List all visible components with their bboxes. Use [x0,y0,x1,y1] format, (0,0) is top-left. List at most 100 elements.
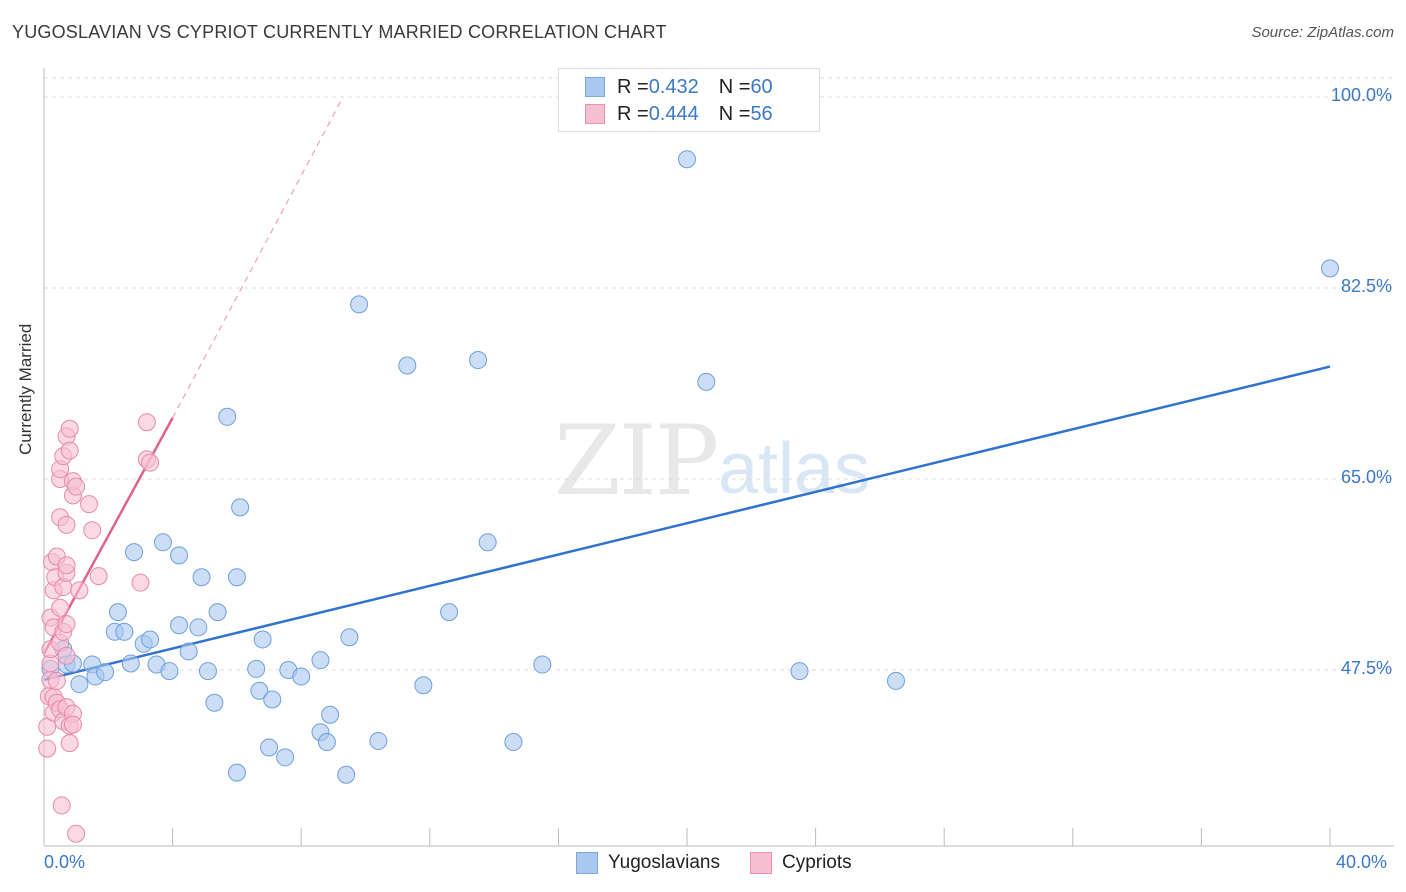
point-yugoslavians [886,671,905,690]
point-cypriots [131,573,150,592]
y-tick-label: 82.5% [1340,276,1392,296]
point-cypriots [60,441,79,460]
trend-lines [42,96,1331,682]
legend-label-cypriots: Cypriots [781,852,852,873]
y-tick-label: 47.5% [1340,658,1392,678]
point-cypriots [57,646,76,665]
point-yugoslavians [192,568,211,587]
legend-swatch-yugoslavians [576,852,598,874]
x-tick-label-min: 0.0% [44,852,86,872]
point-cypriots [67,477,86,496]
point-cypriots [63,715,82,734]
point-cypriots [70,581,89,600]
point-yugoslavians [153,533,172,552]
point-yugoslavians [141,630,160,649]
point-cypriots [57,556,76,575]
legend-swatch-cypriots [749,852,772,874]
point-yugoslavians [414,676,433,695]
point-yugoslavians [317,733,336,752]
point-cypriots [51,598,70,617]
y-axis-label: Currently Married [16,323,35,455]
y-tick-label: 100.0% [1330,85,1392,105]
legend-n-label: N = [718,102,751,125]
point-yugoslavians [170,546,189,565]
point-cypriots [38,739,57,758]
point-yugoslavians [198,662,217,681]
point-yugoslavians [247,659,266,678]
point-yugoslavians [170,616,189,635]
watermark-atlas: atlas [718,429,871,509]
y-tick-label: 65.0% [1340,467,1392,487]
legend-r-value: 0.444 [648,102,699,125]
point-yugoslavians [478,533,497,552]
point-yugoslavians [121,654,140,673]
point-yugoslavians [218,407,237,426]
chart-title: YUGOSLAVIAN VS CYPRIOT CURRENTLY MARRIED… [12,22,667,42]
point-yugoslavians [292,667,311,686]
point-yugoslavians [208,603,227,622]
point-yugoslavians [205,693,224,712]
legend-swatch-yugoslavians [585,77,605,97]
legend-r-label: R = [617,75,649,98]
point-yugoslavians [108,603,127,622]
point-cypriots [141,453,160,472]
legend-swatch-cypriots [585,104,605,124]
point-yugoslavians [227,568,246,587]
legend-row-yugoslavians: R = 0.432 N = 60 [585,75,773,99]
point-yugoslavians [398,356,417,375]
point-yugoslavians [469,351,488,370]
legend-row-cypriots: R = 0.444 N = 56 [585,102,773,126]
point-yugoslavians [253,630,272,649]
watermark-zip: ZIP [554,405,719,517]
point-yugoslavians [250,681,269,700]
point-yugoslavians [350,295,369,314]
point-yugoslavians [189,618,208,637]
point-cypriots [47,671,66,690]
point-cypriots [60,734,79,753]
data-points [38,150,1339,843]
point-cypriots [52,796,71,815]
source-label: Source: ZipAtlas.com [1251,24,1394,41]
point-cypriots [60,419,79,438]
point-cypriots [67,824,86,843]
point-yugoslavians [160,662,179,681]
point-yugoslavians [96,663,115,682]
point-yugoslavians [125,543,144,562]
point-cypriots [80,495,99,514]
point-yugoslavians [321,705,340,724]
point-yugoslavians [337,765,356,784]
x-tick-label-max: 40.0% [1336,852,1388,872]
point-yugoslavians [276,748,295,767]
point-yugoslavians [369,731,388,750]
point-yugoslavians [504,733,523,752]
point-cypriots [83,521,102,540]
point-cypriots [57,515,76,534]
trend-line-yugoslavians [43,365,1331,682]
legend-n-value: 56 [750,102,773,125]
point-yugoslavians [790,662,809,681]
trend-extension-cypriots [172,96,344,419]
point-yugoslavians [70,675,89,694]
axes [43,68,1394,847]
legend-r-label: R = [617,102,649,125]
point-cypriots [137,413,156,432]
point-yugoslavians [311,651,330,670]
point-yugoslavians [231,498,250,517]
stats-legend: R = 0.432 N = 60 R = 0.444 N = 56 [558,68,820,132]
point-yugoslavians [260,738,279,757]
point-yugoslavians [533,655,552,674]
point-cypriots [89,567,108,586]
point-yugoslavians [340,628,359,647]
legend-n-value: 60 [750,75,773,98]
legend-label-yugoslavians: Yugoslavians [608,852,720,873]
grid-lines [44,77,1394,671]
point-yugoslavians [115,622,134,641]
legend-r-value: 0.432 [648,75,699,98]
point-yugoslavians [678,150,696,169]
point-yugoslavians [440,603,459,622]
point-yugoslavians [227,763,246,782]
point-yugoslavians [697,372,716,391]
point-yugoslavians [179,642,198,661]
point-yugoslavians [263,690,282,709]
